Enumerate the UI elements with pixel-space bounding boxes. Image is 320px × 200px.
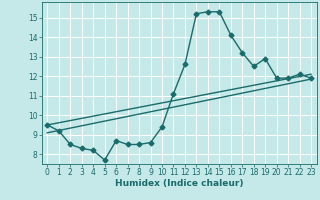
X-axis label: Humidex (Indice chaleur): Humidex (Indice chaleur) (115, 179, 244, 188)
